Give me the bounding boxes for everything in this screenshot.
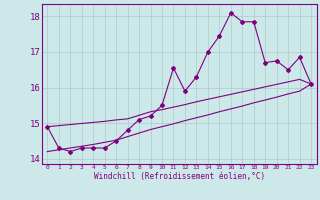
X-axis label: Windchill (Refroidissement éolien,°C): Windchill (Refroidissement éolien,°C) xyxy=(94,172,265,181)
